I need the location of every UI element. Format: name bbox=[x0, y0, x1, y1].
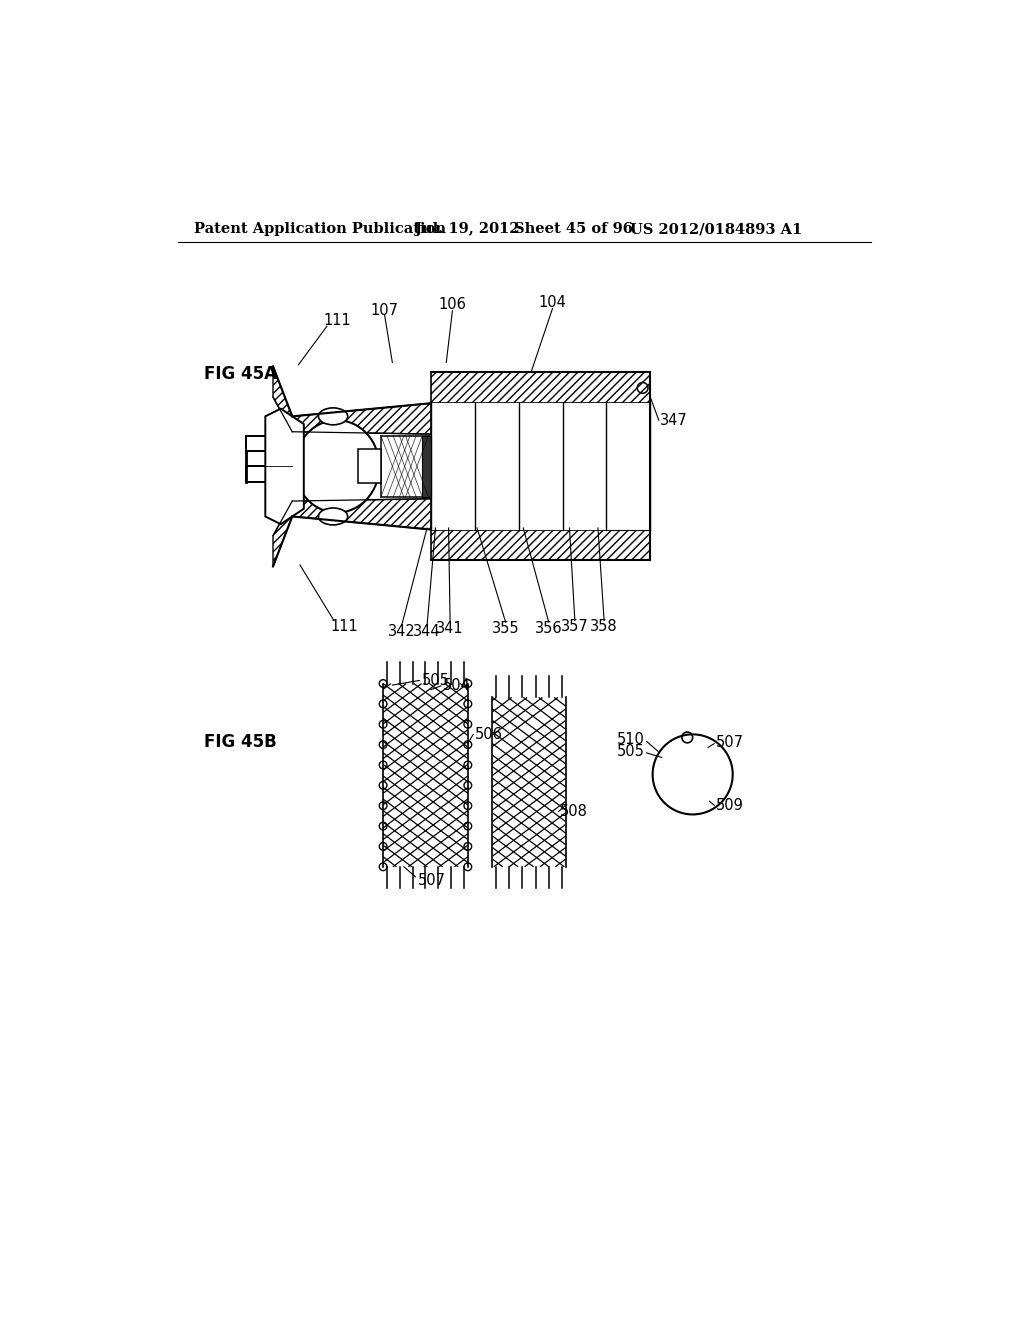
Bar bbox=[422, 436, 431, 498]
Polygon shape bbox=[431, 529, 650, 561]
Polygon shape bbox=[292, 499, 431, 529]
Text: 507: 507 bbox=[418, 873, 445, 888]
Bar bbox=[381, 436, 431, 498]
Text: 341: 341 bbox=[436, 620, 464, 636]
Bar bbox=[246, 466, 292, 482]
Text: 509: 509 bbox=[716, 797, 743, 813]
Bar bbox=[246, 436, 292, 451]
Text: 104: 104 bbox=[539, 294, 566, 310]
Text: 111: 111 bbox=[323, 313, 351, 327]
Text: 355: 355 bbox=[492, 620, 519, 636]
Ellipse shape bbox=[318, 408, 348, 425]
Text: 504: 504 bbox=[442, 678, 470, 693]
Polygon shape bbox=[273, 502, 292, 566]
Text: 510: 510 bbox=[617, 733, 645, 747]
Text: FIG 45B: FIG 45B bbox=[204, 733, 276, 751]
Text: 357: 357 bbox=[561, 619, 589, 634]
Polygon shape bbox=[431, 372, 650, 404]
Text: 111: 111 bbox=[331, 619, 358, 634]
Bar bbox=[357, 450, 381, 483]
Ellipse shape bbox=[295, 420, 379, 512]
Bar bbox=[431, 404, 650, 529]
Text: 505: 505 bbox=[422, 673, 450, 688]
Text: 507: 507 bbox=[716, 734, 743, 750]
Text: US 2012/0184893 A1: US 2012/0184893 A1 bbox=[630, 222, 802, 236]
Text: 106: 106 bbox=[438, 297, 466, 313]
Polygon shape bbox=[273, 367, 292, 432]
Text: FIG 45A: FIG 45A bbox=[204, 366, 276, 383]
Polygon shape bbox=[265, 409, 304, 524]
Text: 508: 508 bbox=[560, 804, 588, 818]
Text: 356: 356 bbox=[535, 620, 562, 636]
Text: Jul. 19, 2012: Jul. 19, 2012 bbox=[416, 222, 520, 236]
Ellipse shape bbox=[318, 508, 348, 525]
Text: 506: 506 bbox=[475, 727, 503, 742]
Text: 505: 505 bbox=[617, 743, 645, 759]
Polygon shape bbox=[292, 404, 431, 434]
Text: 342: 342 bbox=[388, 624, 416, 639]
Text: 358: 358 bbox=[590, 619, 617, 634]
Text: Sheet 45 of 96: Sheet 45 of 96 bbox=[514, 222, 633, 236]
Text: Patent Application Publication: Patent Application Publication bbox=[194, 222, 445, 236]
Text: 107: 107 bbox=[371, 302, 398, 318]
Text: 347: 347 bbox=[660, 413, 688, 428]
Text: 344: 344 bbox=[414, 624, 440, 639]
